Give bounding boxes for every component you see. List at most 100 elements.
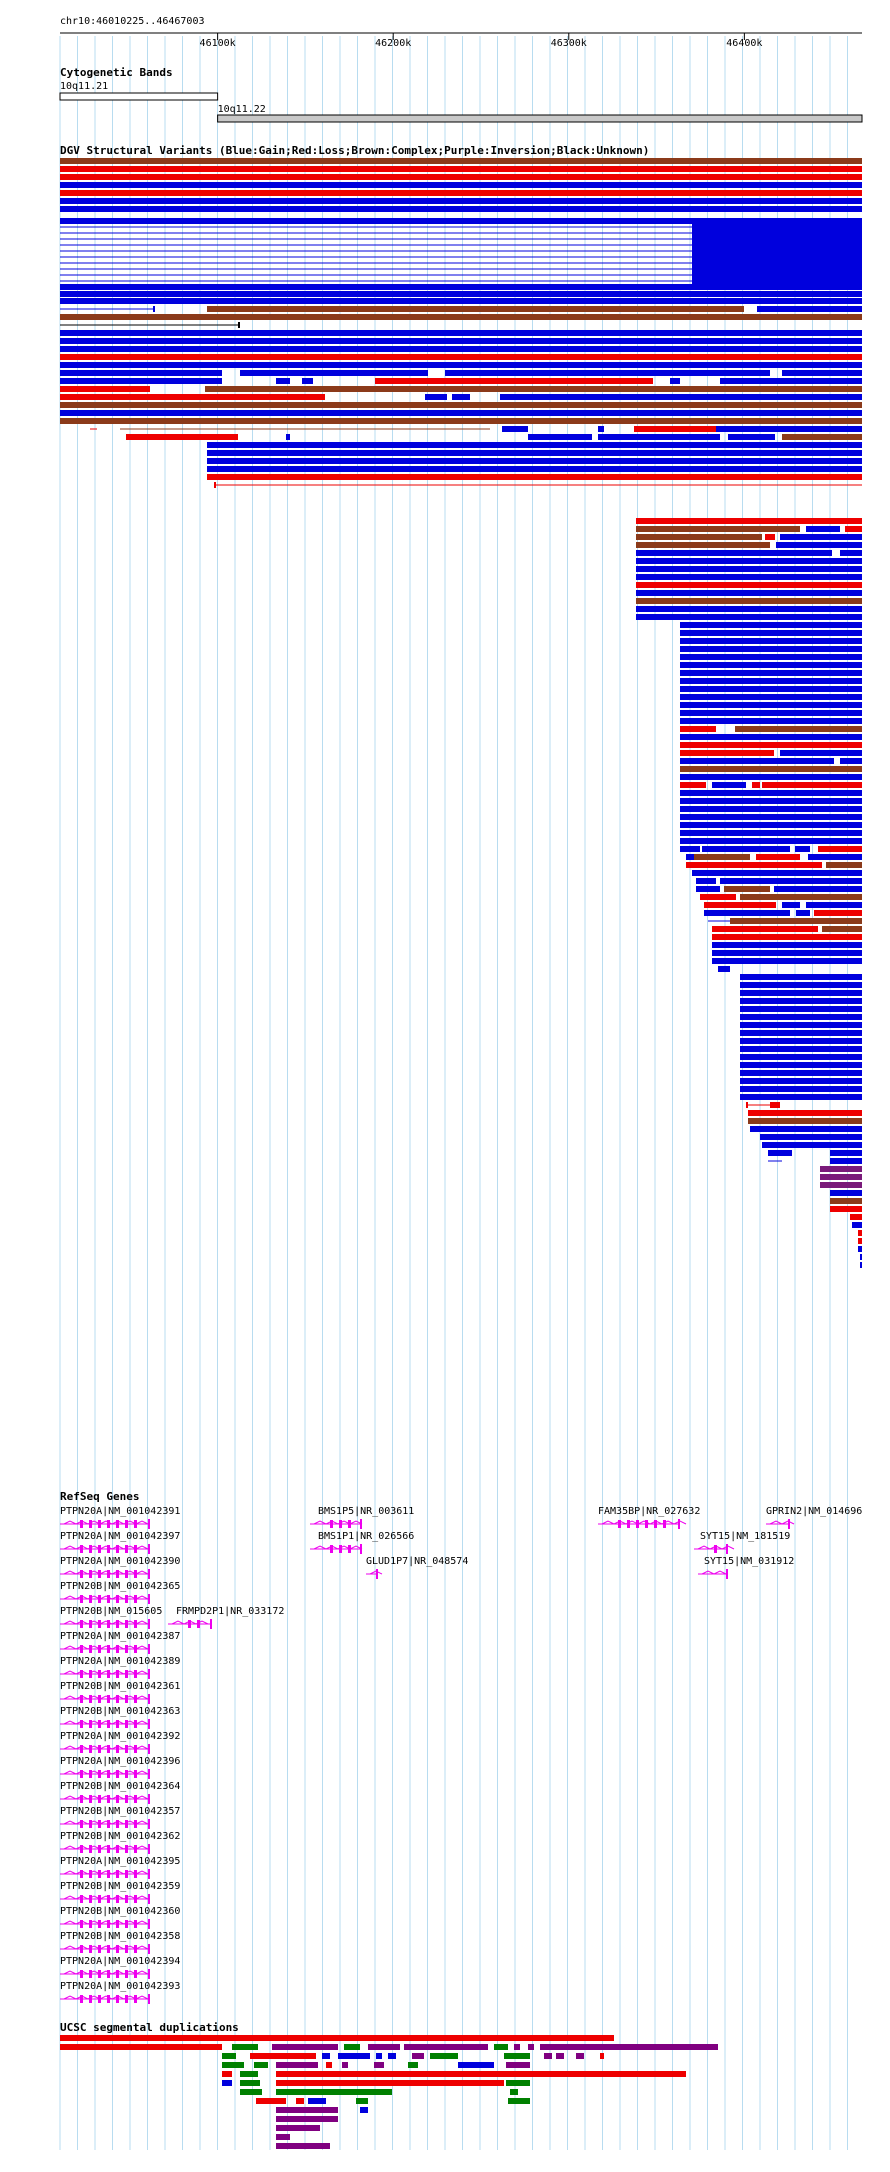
segdup-bar[interactable] — [338, 2053, 370, 2059]
variant-bar[interactable] — [636, 606, 862, 612]
variant-bar[interactable] — [60, 370, 222, 376]
variant-bar[interactable] — [680, 806, 862, 812]
variant-bar[interactable] — [830, 1150, 862, 1156]
variant-bar[interactable] — [820, 1166, 862, 1172]
variant-bar[interactable] — [820, 1174, 862, 1180]
variant-bar[interactable] — [680, 766, 862, 772]
segdup-bar[interactable] — [322, 2053, 330, 2059]
variant-bar[interactable] — [774, 886, 862, 892]
refseq-gene[interactable] — [60, 1869, 150, 1879]
variant-bar[interactable] — [858, 1246, 862, 1252]
variant-bar[interactable] — [636, 558, 862, 564]
variant-bar[interactable] — [528, 434, 592, 440]
variant-bar[interactable] — [780, 534, 862, 540]
variant-bar[interactable] — [770, 518, 862, 524]
variant-bar[interactable] — [286, 434, 290, 440]
variant-bar[interactable] — [680, 774, 862, 780]
variant-bar[interactable] — [153, 306, 155, 312]
variant-bar[interactable] — [60, 174, 862, 180]
segdup-bar[interactable] — [430, 2053, 458, 2059]
variant-bar[interactable] — [740, 1078, 862, 1084]
variant-bar[interactable] — [207, 306, 744, 312]
variant-bar[interactable] — [207, 450, 862, 456]
refseq-gene[interactable] — [60, 1669, 150, 1679]
variant-bar[interactable] — [814, 910, 862, 916]
variant-bar[interactable] — [796, 910, 810, 916]
variant-bar[interactable] — [724, 886, 770, 892]
variant-bar[interactable] — [740, 998, 862, 1004]
refseq-gene[interactable] — [60, 1744, 150, 1754]
variant-bar[interactable] — [126, 434, 238, 440]
variant-bar[interactable] — [702, 846, 790, 852]
segdup-bar[interactable] — [458, 2062, 494, 2068]
segdup-bar[interactable] — [576, 2053, 584, 2059]
variant-bar[interactable] — [60, 402, 862, 408]
variant-bar[interactable] — [716, 426, 862, 432]
variant-bar[interactable] — [207, 474, 862, 480]
segdup-track[interactable] — [60, 2035, 718, 2149]
variant-bar[interactable] — [712, 958, 862, 964]
dgv-track[interactable] — [60, 158, 862, 1268]
variant-bar[interactable] — [740, 1086, 862, 1092]
variant-bar[interactable] — [60, 166, 862, 172]
variant-bar[interactable] — [830, 1190, 862, 1196]
cytoband-10q11-22[interactable] — [217, 114, 863, 123]
refseq-gene[interactable] — [60, 1819, 150, 1829]
refseq-gene[interactable] — [60, 1919, 150, 1929]
segdup-bar[interactable] — [256, 2098, 286, 2104]
variant-bar[interactable] — [680, 622, 862, 628]
variant-bar[interactable] — [680, 726, 716, 732]
variant-bar[interactable] — [636, 550, 832, 556]
segdup-bar[interactable] — [308, 2098, 326, 2104]
variant-bar[interactable] — [636, 542, 770, 548]
variant-bar[interactable] — [692, 870, 862, 876]
variant-bar[interactable] — [832, 306, 862, 312]
variant-bar[interactable] — [60, 418, 862, 424]
variant-bar[interactable] — [60, 338, 862, 344]
variant-bar[interactable] — [598, 434, 720, 440]
variant-bar[interactable] — [748, 1110, 862, 1116]
refseq-gene[interactable] — [60, 1544, 150, 1554]
variant-bar[interactable] — [680, 838, 862, 844]
variant-bar[interactable] — [712, 950, 862, 956]
variant-bar[interactable] — [60, 198, 862, 204]
variant-bar[interactable] — [740, 1014, 862, 1020]
variant-bar[interactable] — [60, 314, 228, 320]
variant-bar[interactable] — [712, 782, 746, 788]
segdup-bar[interactable] — [232, 2044, 258, 2050]
variant-bar[interactable] — [375, 378, 653, 384]
segdup-bar[interactable] — [376, 2053, 382, 2059]
variant-bar[interactable] — [820, 1182, 862, 1188]
segdup-bar[interactable] — [600, 2053, 604, 2059]
segdup-bar[interactable] — [342, 2062, 348, 2068]
variant-bar[interactable] — [740, 1054, 862, 1060]
variant-bar[interactable] — [500, 394, 862, 400]
variant-bar[interactable] — [238, 322, 240, 328]
variant-bar[interactable] — [860, 1262, 862, 1268]
refseq-gene[interactable] — [60, 1769, 150, 1779]
refseq-track[interactable]: PTPN20A|NM_001042391 PTPN20A|NM_001042397… — [60, 1506, 862, 2004]
variant-bar[interactable] — [712, 926, 818, 932]
variant-bar[interactable] — [302, 378, 313, 384]
variant-bar[interactable] — [680, 758, 834, 764]
variant-bar[interactable] — [634, 426, 716, 432]
variant-bar[interactable] — [780, 750, 862, 756]
variant-bar[interactable] — [60, 346, 862, 352]
segdup-bar[interactable] — [412, 2053, 424, 2059]
variant-bar[interactable] — [680, 750, 774, 756]
refseq-gene[interactable] — [60, 1969, 150, 1979]
segdup-bar[interactable] — [326, 2062, 332, 2068]
variant-bar[interactable] — [60, 158, 862, 164]
variant-bar[interactable] — [680, 710, 862, 716]
segdup-bar[interactable] — [360, 2107, 368, 2113]
variant-bar[interactable] — [276, 378, 290, 384]
variant-bar[interactable] — [852, 1222, 862, 1228]
variant-bar[interactable] — [694, 854, 750, 860]
variant-bar[interactable] — [60, 206, 862, 212]
variant-bar[interactable] — [735, 726, 862, 732]
variant-bar[interactable] — [704, 910, 790, 916]
segdup-bar[interactable] — [356, 2098, 368, 2104]
variant-bar[interactable] — [712, 942, 862, 948]
refseq-gene[interactable] — [60, 1644, 150, 1654]
refseq-gene[interactable] — [60, 1794, 150, 1804]
